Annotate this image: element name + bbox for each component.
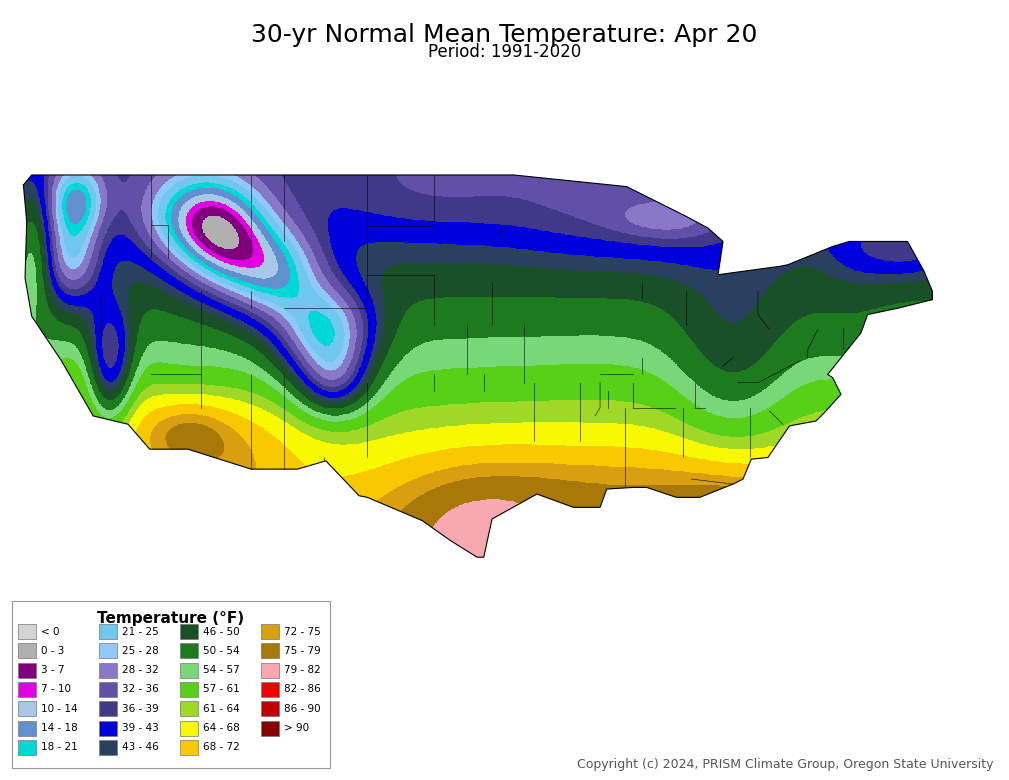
Text: Copyright (c) 2024, PRISM Climate Group, Oregon State University: Copyright (c) 2024, PRISM Climate Group,… [577,757,994,771]
Text: 36 - 39: 36 - 39 [122,704,158,714]
FancyBboxPatch shape [99,682,117,697]
FancyBboxPatch shape [261,624,279,639]
Text: 54 - 57: 54 - 57 [203,665,240,675]
FancyBboxPatch shape [180,701,199,716]
FancyBboxPatch shape [261,721,279,736]
Text: Period: 1991-2020: Period: 1991-2020 [428,43,581,61]
FancyBboxPatch shape [180,739,199,755]
Text: 7 - 10: 7 - 10 [41,685,71,694]
Text: 14 - 18: 14 - 18 [41,723,78,733]
FancyBboxPatch shape [180,663,199,678]
Text: 0 - 3: 0 - 3 [41,646,65,656]
Text: 10 - 14: 10 - 14 [41,704,78,714]
FancyBboxPatch shape [18,644,36,658]
Text: 46 - 50: 46 - 50 [203,626,240,636]
FancyBboxPatch shape [18,663,36,678]
Text: 28 - 32: 28 - 32 [122,665,158,675]
Text: 75 - 79: 75 - 79 [285,646,321,656]
Text: 64 - 68: 64 - 68 [203,723,240,733]
Text: 43 - 46: 43 - 46 [122,743,158,753]
Text: 32 - 36: 32 - 36 [122,685,158,694]
FancyBboxPatch shape [180,624,199,639]
PathPatch shape [0,133,1009,615]
FancyBboxPatch shape [99,701,117,716]
Text: 86 - 90: 86 - 90 [285,704,321,714]
FancyBboxPatch shape [99,663,117,678]
Text: > 90: > 90 [285,723,310,733]
Text: 50 - 54: 50 - 54 [203,646,240,656]
Text: 30-yr Normal Mean Temperature: Apr 20: 30-yr Normal Mean Temperature: Apr 20 [251,23,758,48]
Text: < 0: < 0 [41,626,60,636]
Text: Temperature (°F): Temperature (°F) [98,611,244,626]
FancyBboxPatch shape [18,682,36,697]
Text: 72 - 75: 72 - 75 [285,626,321,636]
Text: 68 - 72: 68 - 72 [203,743,240,753]
Text: 18 - 21: 18 - 21 [41,743,78,753]
Text: 39 - 43: 39 - 43 [122,723,158,733]
FancyBboxPatch shape [180,644,199,658]
FancyBboxPatch shape [99,624,117,639]
FancyBboxPatch shape [180,682,199,697]
Text: 79 - 82: 79 - 82 [285,665,321,675]
FancyBboxPatch shape [261,663,279,678]
FancyBboxPatch shape [18,624,36,639]
FancyBboxPatch shape [18,721,36,736]
FancyBboxPatch shape [99,721,117,736]
FancyBboxPatch shape [99,739,117,755]
Text: 25 - 28: 25 - 28 [122,646,158,656]
FancyBboxPatch shape [99,644,117,658]
Text: 61 - 64: 61 - 64 [203,704,240,714]
FancyBboxPatch shape [261,644,279,658]
FancyBboxPatch shape [18,739,36,755]
FancyBboxPatch shape [261,701,279,716]
FancyBboxPatch shape [261,682,279,697]
Text: 57 - 61: 57 - 61 [203,685,240,694]
FancyBboxPatch shape [180,721,199,736]
Text: 21 - 25: 21 - 25 [122,626,158,636]
Text: 82 - 86: 82 - 86 [285,685,321,694]
Text: 3 - 7: 3 - 7 [41,665,65,675]
FancyBboxPatch shape [18,701,36,716]
